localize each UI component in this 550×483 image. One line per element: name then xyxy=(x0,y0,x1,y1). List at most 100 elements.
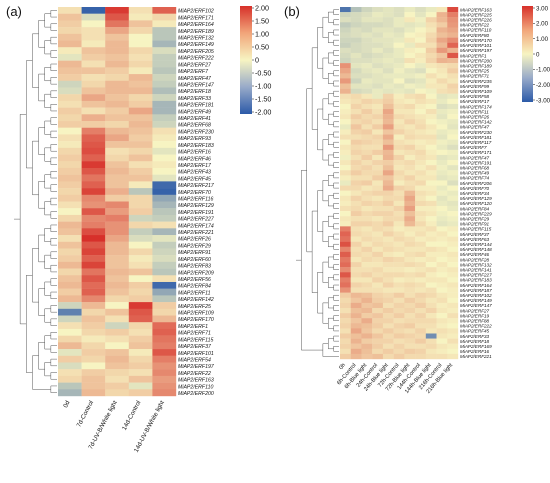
panel-b-cell-20-4 xyxy=(382,109,394,115)
panel-b-cell-11-5 xyxy=(393,63,405,69)
panel-a-row-label: MiAP2/ERF37 xyxy=(178,344,212,350)
panel-b-cell-16-3 xyxy=(372,88,384,94)
panel-b-cell-6-8 xyxy=(425,37,437,43)
panel-a-cell-54-2 xyxy=(105,369,129,377)
panel-b-cell-21-2 xyxy=(361,114,373,120)
panel-b-cell-34-8 xyxy=(425,180,437,186)
panel-b-cell-51-4 xyxy=(382,267,394,273)
panel-a-cell-45-0 xyxy=(58,308,82,316)
panel-a-cell-53-1 xyxy=(81,362,106,370)
panel-b-row-label: MiAP2/ERF19 xyxy=(460,313,490,318)
panel-a-cell-16-4 xyxy=(152,114,177,122)
panel-a-cell-29-2 xyxy=(105,201,129,209)
panel-b-cell-26-9 xyxy=(436,139,448,145)
panel-a-cell-13-4 xyxy=(152,94,177,102)
panel-b-cell-14-10 xyxy=(447,78,459,84)
panel-a-cell-52-1 xyxy=(81,355,106,363)
panel-b-cell-34-9 xyxy=(436,180,448,186)
panel-b-cell-48-0 xyxy=(340,251,351,258)
panel-b-row-label: MiAP2/ERF191 xyxy=(460,160,492,165)
panel-b-cell-51-9 xyxy=(436,267,448,273)
panel-b-cell-16-6 xyxy=(404,88,416,94)
panel-a-cell-2-0 xyxy=(58,20,82,28)
panel-a-cell-48-4 xyxy=(152,328,177,336)
panel-b-cell-47-8 xyxy=(425,246,437,253)
panel-b-cell-64-10 xyxy=(447,333,459,339)
panel-b-cell-56-9 xyxy=(436,292,448,298)
panel-b-cell-29-9 xyxy=(436,154,448,161)
panel-a-cell-8-3 xyxy=(128,60,153,68)
panel-a-cell-25-3 xyxy=(128,174,153,182)
panel-a-cell-48-3 xyxy=(128,328,153,336)
panel-a-cell-47-3 xyxy=(128,322,153,330)
panel-a-row-label: MiAP2/ERF181 xyxy=(178,103,214,109)
panel-b-row-label: MiAP2/ERF222 xyxy=(460,324,492,329)
panel-b-cell-38-6 xyxy=(404,200,416,207)
panel-b-cell-18-4 xyxy=(382,98,394,105)
panel-a-row-label: MiAP2/ERF102 xyxy=(178,9,214,15)
panel-b-cell-18-3 xyxy=(372,98,384,105)
panel-a-row-label: MiAP2/ERF91 xyxy=(178,250,211,256)
panel-b-cell-19-3 xyxy=(372,103,384,110)
panel-b-row-label: MiAP2/ERF22 xyxy=(460,23,490,28)
panel-a-cell-3-2 xyxy=(105,27,129,35)
panel-b-cell-58-0 xyxy=(340,302,351,309)
panel-b-cell-62-4 xyxy=(382,323,394,329)
panel-b-cell-41-1 xyxy=(350,216,362,222)
panel-b-cell-68-8 xyxy=(425,353,437,360)
panel-a-row-label: MiAP2/ERF70 xyxy=(178,190,211,196)
panel-b-cell-36-3 xyxy=(372,190,384,196)
panel-a-cell-1-1 xyxy=(81,13,106,21)
panel-b-cell-32-0 xyxy=(340,170,351,176)
panel-b-cell-21-4 xyxy=(382,114,394,120)
panel-a-cell-27-4 xyxy=(152,188,177,195)
panel-b-cell-16-10 xyxy=(447,88,459,94)
panel-a-cell-5-4 xyxy=(152,40,177,48)
panel-b-cell-11-4 xyxy=(382,63,394,69)
panel-a-cell-46-2 xyxy=(105,315,129,323)
panel-b-cell-15-5 xyxy=(393,83,405,89)
panel-b-cell-46-7 xyxy=(415,241,427,247)
panel-b-cell-63-4 xyxy=(382,328,394,334)
panel-b-cell-39-8 xyxy=(425,205,437,212)
panel-b-cell-35-3 xyxy=(372,185,384,191)
panel-b-cell-41-5 xyxy=(393,216,405,222)
panel-b-cell-58-3 xyxy=(372,302,384,309)
panel-b-cell-40-3 xyxy=(372,211,384,217)
panel-b-cell-61-7 xyxy=(415,318,427,324)
panel-a-cell-15-3 xyxy=(128,107,153,115)
panel-b-cell-7-2 xyxy=(361,42,373,49)
panel-b-cell-21-10 xyxy=(447,114,459,120)
panel-b-row-label: MiAP2/ERF63 xyxy=(460,237,490,242)
panel-b-cell-44-2 xyxy=(361,231,373,237)
panel-b-cell-47-4 xyxy=(382,246,394,253)
panel-a-cell-5-2 xyxy=(105,40,129,48)
panel-a-row-label: MiAP2/ERF209 xyxy=(178,270,214,276)
panel-b-cell-9-2 xyxy=(361,52,373,59)
panel-b-cell-28-3 xyxy=(372,149,384,156)
panel-b-cell-24-4 xyxy=(382,129,394,135)
panel-b-cell-53-7 xyxy=(415,277,427,283)
panel-b-row-label: MiAP2/ERF16 xyxy=(460,349,490,354)
panel-b-cell-67-2 xyxy=(361,348,373,355)
panel-b-cell-24-10 xyxy=(447,129,459,135)
panel-b-cell-11-2 xyxy=(361,63,373,69)
panel-b-cell-55-6 xyxy=(404,287,416,293)
panel-a-cell-33-4 xyxy=(152,228,177,236)
panel-b-cell-46-2 xyxy=(361,241,373,247)
panel-a-cell-45-1 xyxy=(81,308,106,316)
panel-b-cell-46-9 xyxy=(436,241,448,247)
panel-b-cell-28-7 xyxy=(415,149,427,156)
panel-b-cell-10-5 xyxy=(393,58,405,64)
colorbar-a-tick-label: 1.00 xyxy=(255,29,269,38)
panel-b-cell-7-1 xyxy=(350,42,362,49)
panel-b-cell-38-8 xyxy=(425,200,437,207)
panel-b-cell-31-0 xyxy=(340,165,351,171)
panel-a-cell-31-0 xyxy=(58,214,82,222)
panel-b-cell-23-0 xyxy=(340,124,351,130)
panel-b-cell-12-5 xyxy=(393,68,405,74)
panel-b-cell-66-3 xyxy=(372,343,384,349)
panel-a-cell-18-2 xyxy=(105,127,129,135)
panel-a-row-label: MiAP2/ERF71 xyxy=(178,331,211,337)
panel-b-cell-51-8 xyxy=(425,267,437,273)
